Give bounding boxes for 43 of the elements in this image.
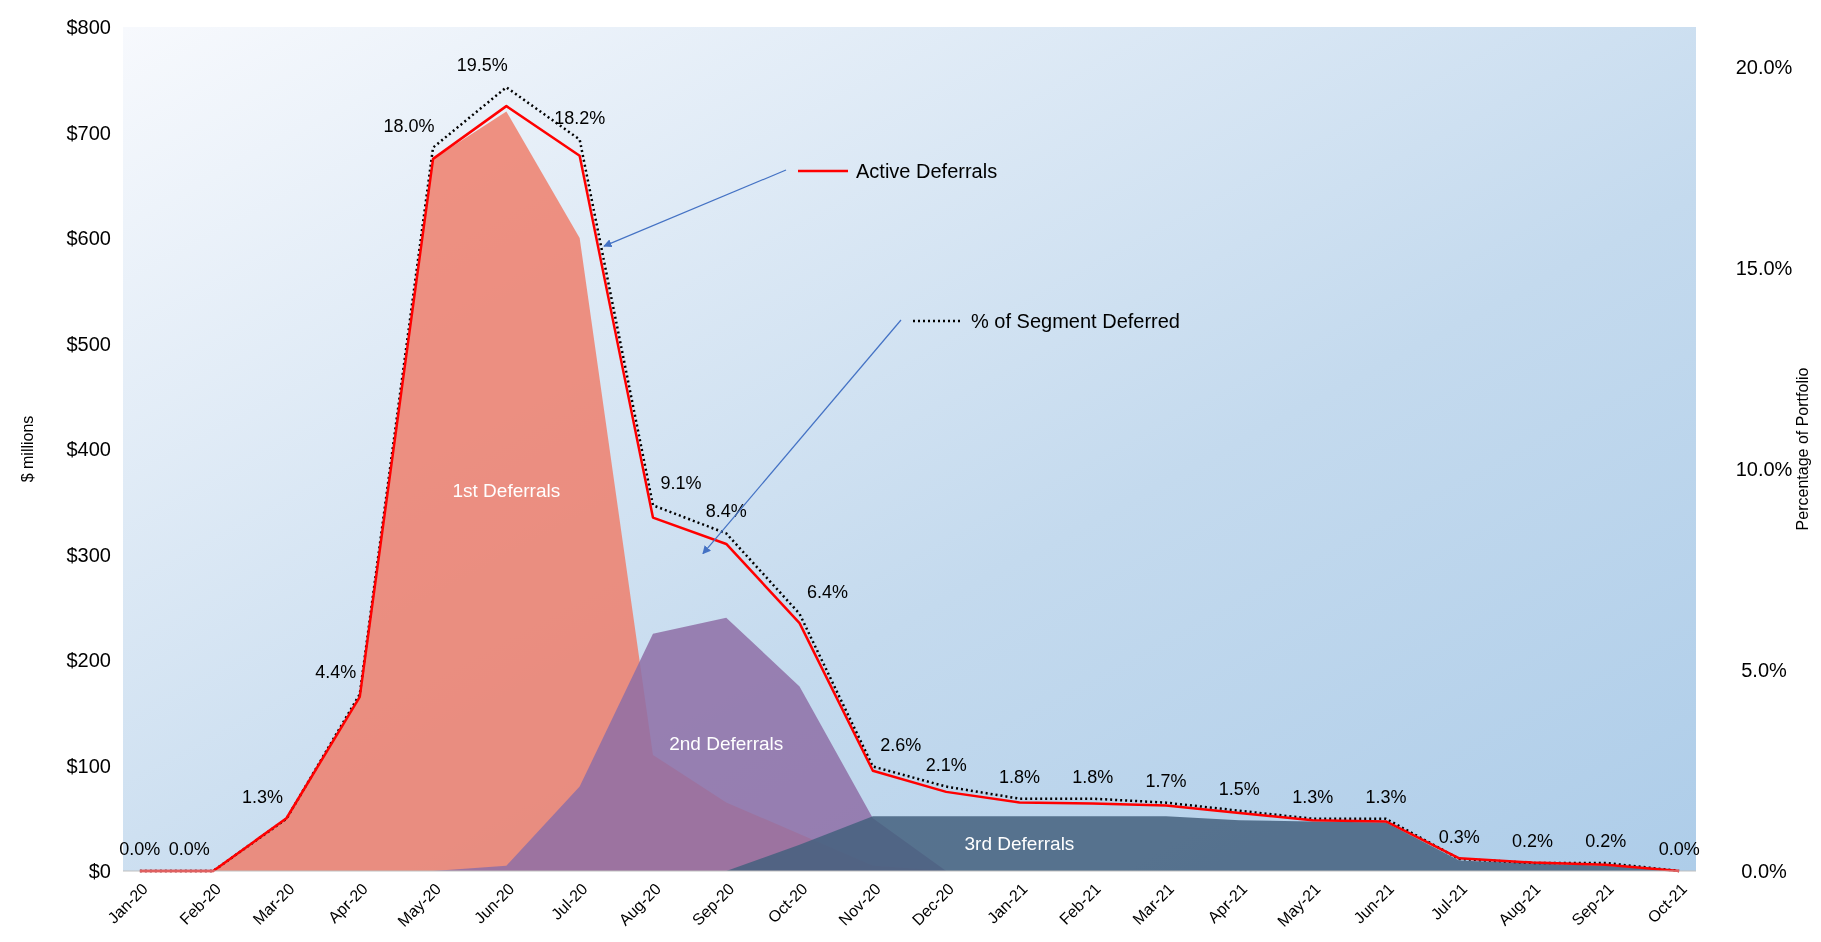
y2-tick-label: 20.0% (1735, 56, 1793, 79)
data-label: 18.2% (554, 107, 606, 128)
data-label: 0.2% (1585, 830, 1627, 851)
y-tick-label: $0 (88, 860, 111, 882)
series-label: 3rd Deferrals (964, 832, 1075, 854)
y-tick-label: $600 (66, 227, 111, 249)
data-label: 2.6% (880, 734, 922, 755)
data-label: 0.0% (119, 839, 161, 859)
y-tick-label: $400 (66, 438, 111, 460)
y-axis-title: $ millions (19, 415, 36, 483)
data-label: 1.3% (1292, 786, 1334, 807)
data-label: 1.7% (1145, 770, 1187, 791)
data-label: 0.3% (1438, 826, 1480, 847)
y-tick-label: $300 (66, 543, 111, 566)
y2-tick-label: 5.0% (1741, 659, 1788, 682)
data-label: 6.4% (807, 581, 849, 602)
y-tick-label: $800 (66, 16, 111, 38)
data-label: 0.2% (1512, 830, 1554, 851)
y-tick-label: $500 (66, 332, 111, 355)
y2-axis-title: Percentage of Portfolio (1794, 367, 1811, 531)
y-tick-label: $200 (66, 649, 111, 671)
y2-tick-label: 0.0% (1741, 860, 1788, 882)
data-label: 9.1% (660, 473, 702, 494)
y-tick-label: $100 (66, 754, 111, 777)
data-label: 1.5% (1218, 778, 1260, 799)
data-label: 8.4% (705, 501, 747, 522)
legend-label: Active Deferrals (856, 160, 998, 182)
data-label: 2.1% (925, 754, 967, 775)
data-label: 1.3% (1365, 786, 1407, 807)
data-label: 1.8% (998, 766, 1040, 787)
y-tick-label: $700 (66, 121, 111, 144)
data-label: 4.4% (315, 662, 357, 683)
legend-label: % of Segment Deferred (971, 310, 1180, 332)
series-label: 2nd Deferrals (669, 733, 784, 755)
data-label: 1.3% (241, 786, 283, 807)
data-label: 18.0% (383, 115, 435, 136)
y2-tick-label: 15.0% (1735, 257, 1793, 280)
y2-tick-label: 10.0% (1735, 458, 1793, 481)
data-label: 0.0% (168, 839, 210, 859)
data-label: 19.5% (456, 55, 508, 76)
data-label: 0.0% (1658, 839, 1700, 859)
data-label: 1.8% (1072, 766, 1114, 787)
series-label: 1st Deferrals (452, 480, 561, 502)
